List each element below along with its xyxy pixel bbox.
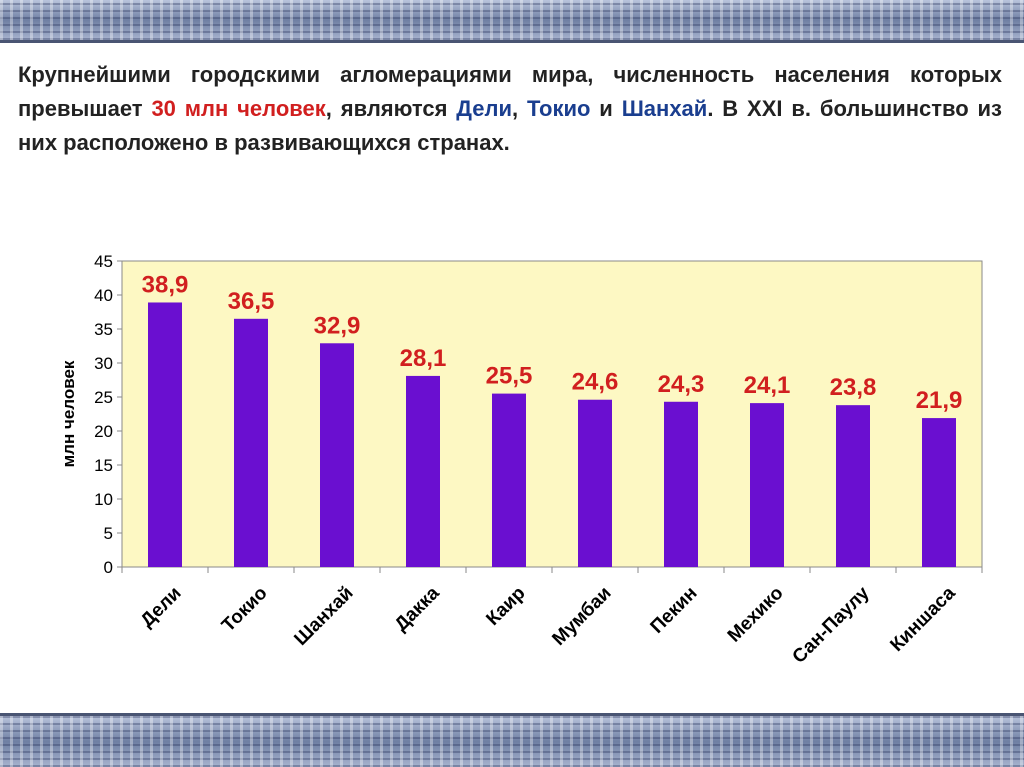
data-label: 24,3 [658,371,705,398]
y-tick-label: 15 [94,456,113,475]
x-tick-label: Каир [482,583,529,630]
y-tick-label: 25 [94,388,113,407]
bar [922,418,956,567]
data-label: 21,9 [916,387,963,414]
x-tick-label: Дели [137,583,186,632]
intro-city-shanghai: Шанхай [621,96,708,121]
x-tick-label: Мехико [724,583,788,647]
data-label: 24,6 [572,369,619,396]
data-label: 36,5 [228,288,275,315]
x-tick-label: Мумбаи [548,583,615,650]
bar [406,375,440,567]
top-border-line [0,40,1024,43]
bar [234,318,268,567]
intro-text-3: . В XXI в. большинство из них расположен… [18,96,1002,155]
intro-text-2: , являются [325,96,457,121]
bar [320,343,354,567]
x-tick-label: Сан-Паулу [789,582,874,667]
data-label: 38,9 [142,271,189,298]
data-label: 28,1 [400,345,447,372]
intro-highlight-population: 30 млн человек [151,96,326,121]
y-tick-label: 40 [94,286,113,305]
bar [750,403,784,567]
intro-sep-1: , [511,96,527,121]
bar [492,393,526,567]
y-tick-label: 45 [94,252,113,271]
bar [148,302,182,567]
intro-text-1: Крупнейшими городскими агломерациями мир… [18,62,1002,121]
y-tick-label: 20 [94,422,113,441]
x-tick-label: Токио [218,583,272,637]
bar [836,405,870,567]
y-axis-label: млн человек [59,360,78,467]
intro-sep-2: и [590,96,622,121]
x-tick-label: Пекин [647,583,702,638]
y-tick-label: 30 [94,354,113,373]
data-label: 25,5 [486,363,533,390]
y-tick-label: 5 [104,524,113,543]
bottom-border-line [0,713,1024,716]
intro-city-tokyo: Токио [526,96,591,121]
data-label: 24,1 [744,372,791,399]
y-tick-label: 10 [94,490,113,509]
intro-city-delhi: Дели [456,96,512,121]
y-tick-label: 0 [104,558,113,577]
bar [578,399,612,567]
bottom-decorative-border [0,716,1024,767]
data-label: 32,9 [314,312,361,339]
bar [664,401,698,567]
intro-paragraph: Крупнейшими городскими агломерациями мир… [18,58,1002,160]
data-label: 23,8 [830,374,877,401]
top-decorative-border [0,0,1024,40]
x-tick-label: Шанхай [290,583,357,650]
y-tick-label: 35 [94,320,113,339]
x-tick-label: Киншаса [886,582,960,656]
x-tick-label: Дакка [391,582,444,635]
